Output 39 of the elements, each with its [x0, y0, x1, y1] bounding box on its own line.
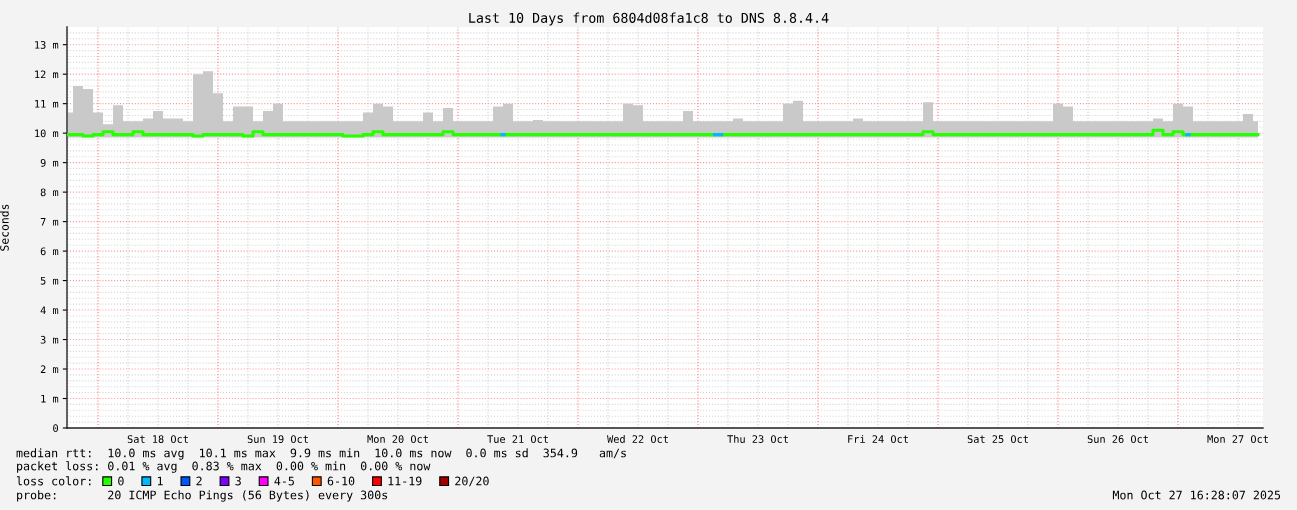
y-tick-label: 3 m [40, 335, 59, 344]
y-tick-label: 0 [53, 424, 58, 433]
legend-label: 3 [235, 476, 241, 486]
legend-label: 4-5 [274, 476, 294, 486]
y-tick-label: 11 m [35, 100, 59, 108]
y-tick-label: 9 m [40, 158, 59, 167]
y-tick-label: 2 m [40, 365, 59, 373]
y-axis-title: Seconds [0, 204, 9, 251]
chart-title: Last 10 Days from 6804d08fa1c8 to DNS 8.8.4.4 [469, 12, 829, 26]
y-tick-label: 4 m [40, 306, 59, 314]
y-tick-label: 12 m [35, 70, 59, 79]
legend-label: 2 [196, 476, 202, 486]
text: median rtt: 10.0 ms avg 10.1 ms max 9.9 ms min 10.0 ms now 0.0 ms sd 354.9 am/s [16, 448, 626, 460]
y-tick-label: 7 m [40, 218, 59, 226]
x-tick-label: Sun 19 Oct [247, 435, 308, 443]
legend-label: 6-10 [327, 476, 355, 486]
y-tick-label: 10 m [35, 129, 59, 138]
legend-label: 1 [157, 476, 163, 486]
legend-label: 20/20 [455, 476, 489, 487]
legend-label: 0 [118, 476, 124, 486]
legend-title: loss color: [16, 476, 91, 486]
x-tick-label: Fri 24 Oct [848, 435, 908, 443]
y-tick-label: 13 m [35, 41, 59, 49]
text: packet loss: 0.01 % avg 0.83 % max 0.00 % min 0.00 % now [17, 461, 431, 473]
legend-label: 11-19 [388, 476, 422, 486]
y-tick-label: 8 m [40, 188, 59, 197]
y-tick-label: 5 m [40, 277, 59, 285]
x-tick-label: Tue 21 Oct [487, 435, 548, 443]
x-tick-label: Wed 22 Oct [607, 435, 668, 443]
text: Mon Oct 27 16:28:07 2025 [1112, 490, 1281, 500]
x-tick-label: Thu 23 Oct [727, 435, 788, 443]
text: probe: 20 ICMP Echo Pings (56 Bytes) every 300s [17, 490, 388, 502]
x-tick-label: Sun 26 Oct [1087, 435, 1148, 443]
x-tick-label: Sat 25 Oct [967, 435, 1028, 443]
y-tick-label: 1 m [41, 394, 59, 403]
x-tick-label: Sat 18 Oct [127, 435, 188, 443]
x-tick-label: Mon 20 Oct [367, 435, 428, 443]
y-tick-label: 6 m [40, 247, 59, 256]
x-tick-label: Mon 27 Oct [1207, 435, 1268, 443]
